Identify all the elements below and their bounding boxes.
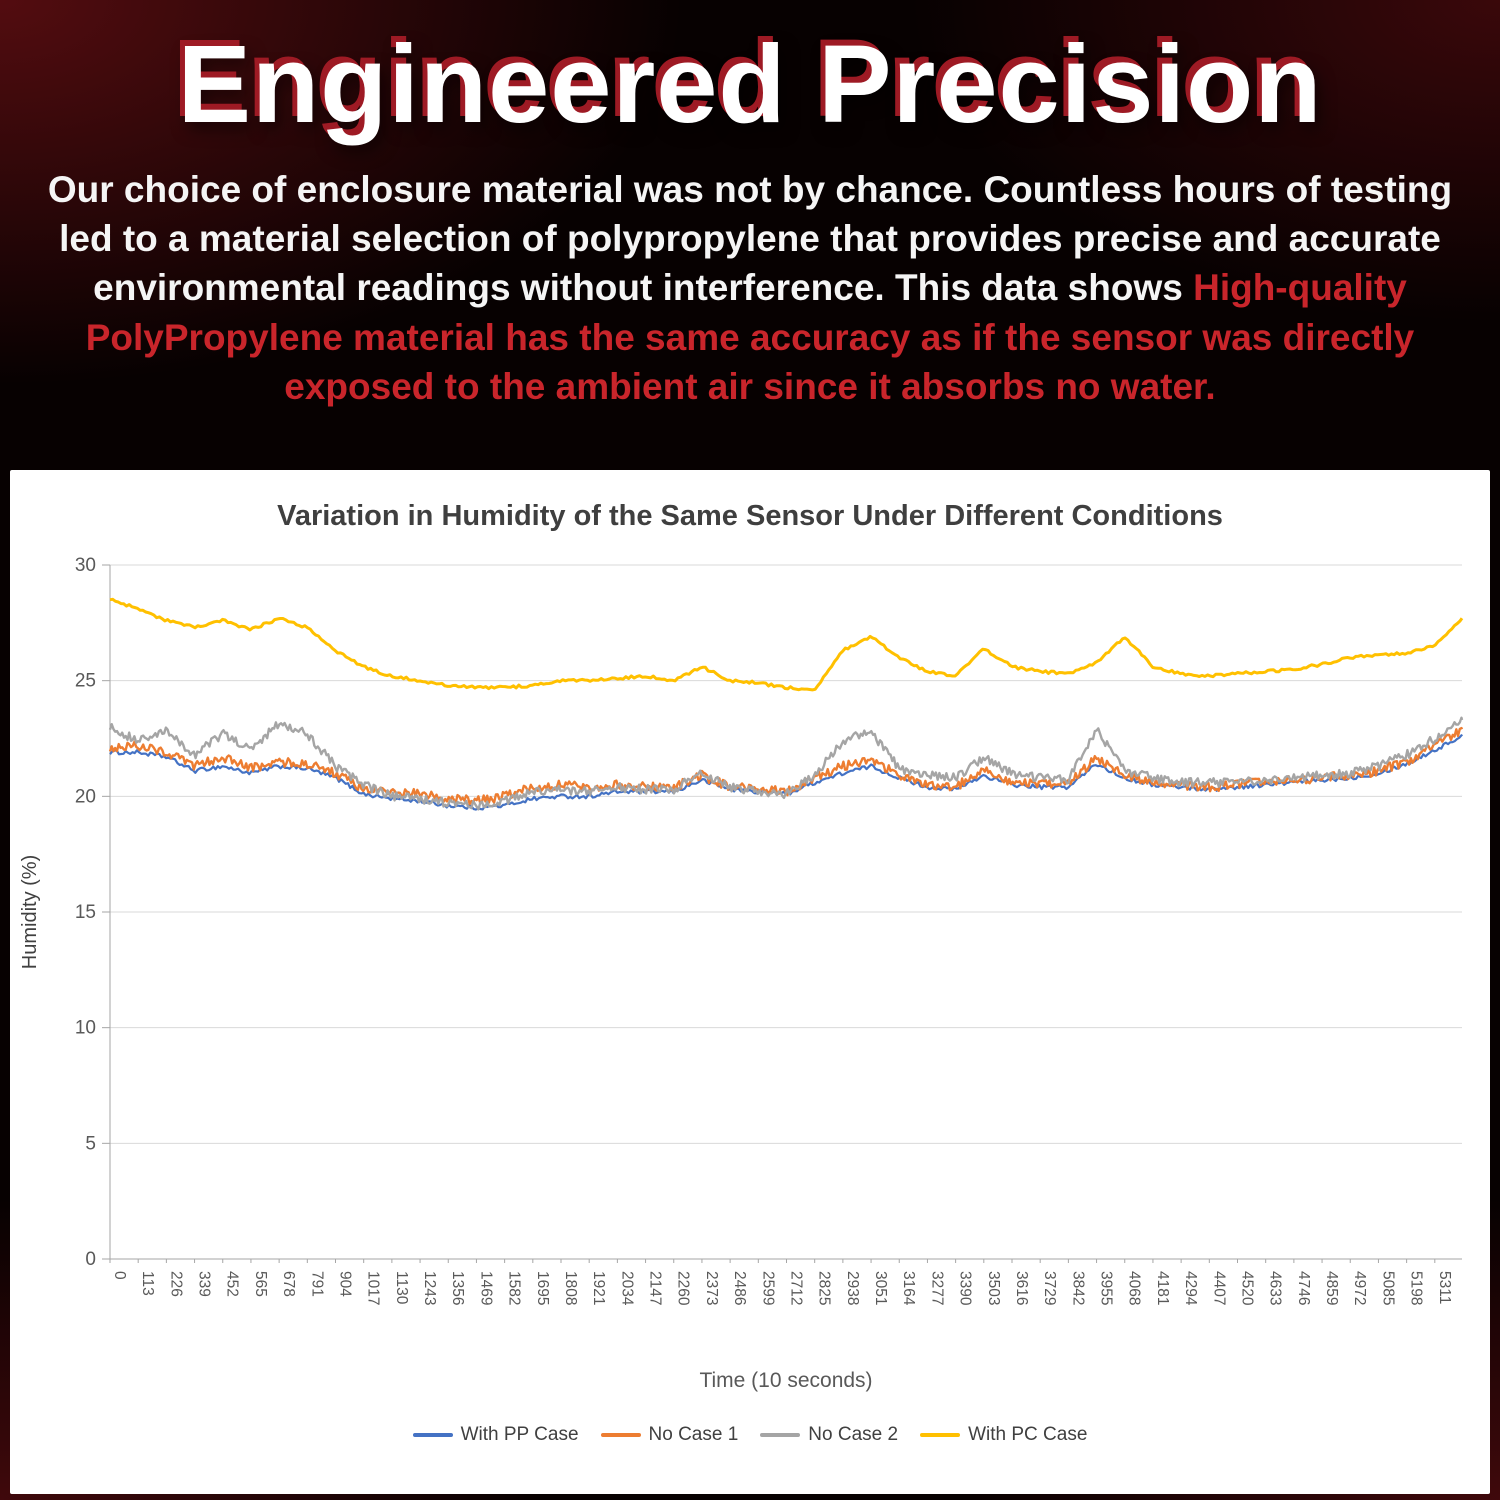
x-tick-label: 4633 [1267, 1271, 1284, 1305]
x-tick-label: 2599 [759, 1271, 776, 1305]
x-tick-label: 791 [308, 1271, 325, 1297]
x-tick-label: 3051 [872, 1271, 889, 1305]
y-tick-label: 10 [75, 1018, 96, 1039]
x-tick-label: 1469 [477, 1271, 494, 1305]
y-tick-label: 25 [75, 671, 96, 692]
x-tick-label: 4181 [1154, 1271, 1171, 1305]
x-tick-label: 4746 [1295, 1271, 1312, 1305]
x-tick-label: 0 [111, 1271, 128, 1280]
x-tick-label: 678 [280, 1271, 297, 1297]
x-tick-label: 4294 [1182, 1271, 1199, 1306]
x-tick-label: 1243 [421, 1271, 438, 1305]
legend-item-with-pp-case: With PP Case [405, 1424, 587, 1446]
x-tick-label: 4407 [1210, 1271, 1227, 1305]
hero-paragraph: Our choice of enclosure material was not… [28, 165, 1472, 411]
legend-swatch [412, 1433, 453, 1437]
x-tick-label: 226 [167, 1271, 184, 1297]
legend-swatch [760, 1433, 801, 1437]
legend-item-no-case-1: No Case 1 [593, 1424, 747, 1446]
series-line-with-pc-case [109, 597, 1464, 692]
x-tick-label: 2373 [703, 1271, 720, 1305]
hero-paragraph-white: Our choice of enclosure material was not… [47, 169, 1453, 309]
x-tick-label: 4068 [1126, 1271, 1143, 1305]
x-tick-label: 5198 [1408, 1271, 1425, 1305]
x-tick-label: 2825 [816, 1271, 833, 1305]
x-tick-label: 4520 [1238, 1271, 1255, 1306]
legend-swatch [600, 1433, 641, 1437]
chart-panel: Variation in Humidity of the Same Sensor… [10, 470, 1490, 1494]
x-tick-label: 2034 [618, 1271, 635, 1306]
x-tick-label: 565 [252, 1271, 269, 1297]
x-tick-label: 2486 [731, 1271, 748, 1305]
legend-swatch [920, 1433, 961, 1437]
x-tick-label: 1582 [506, 1271, 523, 1305]
legend-label: No Case 2 [808, 1424, 899, 1445]
x-tick-label: 4972 [1351, 1271, 1368, 1305]
x-tick-label: 3729 [1041, 1271, 1058, 1305]
x-tick-label: 339 [196, 1271, 213, 1297]
series-line-no-case-2 [108, 716, 1464, 811]
legend-item-with-pc-case: With PC Case [912, 1424, 1095, 1446]
x-tick-label: 2260 [675, 1271, 692, 1306]
x-tick-label: 2147 [647, 1271, 664, 1305]
x-tick-label: 3277 [928, 1271, 945, 1305]
y-axis-title: Humidity (%) [19, 855, 41, 969]
x-tick-label: 1017 [365, 1271, 382, 1305]
legend-label: With PC Case [968, 1424, 1088, 1445]
hero: Engineered Precision Our choice of enclo… [0, 0, 1500, 411]
x-tick-label: 3164 [900, 1271, 917, 1306]
x-tick-label: 3616 [1013, 1271, 1030, 1305]
x-tick-label: 1921 [590, 1271, 607, 1305]
x-tick-label: 1695 [534, 1271, 551, 1305]
y-tick-label: 5 [85, 1133, 96, 1154]
legend-label: With PP Case [460, 1424, 579, 1445]
x-tick-label: 1356 [449, 1271, 466, 1305]
x-axis-title: Time (10 seconds) [699, 1369, 872, 1392]
y-tick-label: 20 [75, 786, 96, 807]
x-tick-label: 3503 [985, 1271, 1002, 1305]
legend-item-no-case-2: No Case 2 [752, 1424, 906, 1446]
x-tick-label: 904 [336, 1271, 353, 1297]
x-tick-label: 2938 [844, 1271, 861, 1305]
y-tick-label: 0 [85, 1249, 96, 1270]
x-tick-label: 113 [139, 1271, 156, 1296]
x-tick-label: 3390 [957, 1271, 974, 1306]
x-tick-label: 2712 [787, 1271, 804, 1305]
x-tick-label: 3955 [1098, 1271, 1115, 1305]
y-tick-label: 30 [75, 555, 96, 576]
humidity-chart-svg: 0 5 10 15 20 25 30 0 113 226 339 452 565 678 791 904 101… [19, 555, 1464, 1392]
x-tick-label: 452 [224, 1271, 241, 1297]
humidity-chart: 0 5 10 15 20 25 30 0 113 226 339 452 565 678 791 904 101… [10, 539, 1490, 1424]
x-tick-label: 5311 [1436, 1271, 1453, 1304]
series-line-with-pp-case [109, 734, 1463, 811]
x-tick-label: 3842 [1069, 1271, 1086, 1305]
x-tick-label: 1130 [393, 1271, 410, 1305]
hero-paragraph-red: High-quality PolyPropylene material has … [85, 267, 1415, 407]
hero-title: Engineered Precision [177, 23, 1323, 146]
legend-label: No Case 1 [648, 1424, 739, 1445]
x-tick-label: 1808 [562, 1271, 579, 1305]
x-tick-label: 4859 [1323, 1271, 1340, 1305]
chart-title: Variation in Humidity of the Same Sensor… [277, 500, 1223, 532]
x-tick-label: 5085 [1379, 1271, 1396, 1305]
chart-legend: With PP Case No Case 1 No Case 2 With PC Ca… [10, 1424, 1490, 1446]
y-tick-label: 15 [75, 902, 96, 923]
